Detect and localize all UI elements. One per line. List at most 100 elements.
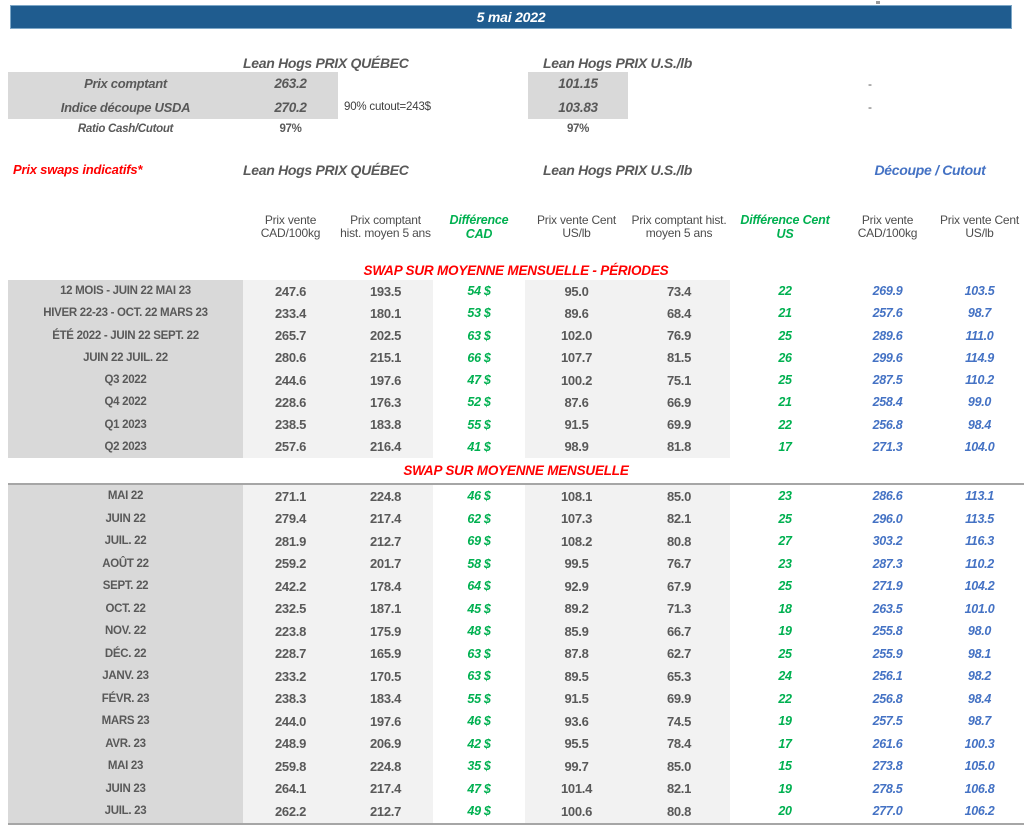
value-cell: 85.9 xyxy=(525,620,628,643)
value-cell: 105.0 xyxy=(935,755,1024,778)
cutout-note: 90% cutout=243$ xyxy=(344,101,431,113)
value-cell: 206.9 xyxy=(338,732,433,755)
value-cell: 98.4 xyxy=(935,413,1024,436)
value-cell: 170.5 xyxy=(338,665,433,688)
value-cell: 23 xyxy=(730,552,840,575)
value-cell: 100.3 xyxy=(935,732,1024,755)
column-header: Prix vente CAD/100kg xyxy=(260,212,321,240)
value-cell: 58 $ xyxy=(433,552,525,575)
value-cell: 98.1 xyxy=(935,642,1024,665)
value-cell: 82.1 xyxy=(628,507,730,530)
value-cell: 256.8 xyxy=(840,413,935,436)
row-label: FÉVR. 23 xyxy=(8,687,243,710)
value-cell: 48 $ xyxy=(433,620,525,643)
row-label: SEPT. 22 xyxy=(8,575,243,598)
value-cell: 106.2 xyxy=(935,800,1024,823)
row-label: JANV. 23 xyxy=(8,665,243,688)
value-cell: 95.0 xyxy=(525,280,628,303)
value-cell: 197.6 xyxy=(338,369,433,392)
value-cell: 19 xyxy=(730,620,840,643)
row-label: JUIL. 23 xyxy=(8,800,243,823)
value-cell: 255.8 xyxy=(840,620,935,643)
value-cell: 47 $ xyxy=(433,777,525,800)
value-cell: 101.4 xyxy=(525,777,628,800)
spot-qc-value: 263.2 xyxy=(274,76,307,91)
value-cell: 180.1 xyxy=(338,302,433,325)
period-swap-table: 12 MOIS - JUIN 22 MAI 23 247.6 193.5 54 $95… xyxy=(8,280,1024,458)
spot-row-label: Ratio Cash/Cutout xyxy=(77,123,174,135)
value-cell: 102.0 xyxy=(525,324,628,347)
value-cell: 257.5 xyxy=(840,710,935,733)
value-cell: 73.4 xyxy=(628,280,730,303)
spot-us-title: Lean Hogs PRIX U.S./lb xyxy=(543,55,692,71)
value-cell: 71.3 xyxy=(628,597,730,620)
value-cell: 104.2 xyxy=(935,575,1024,598)
value-cell: 75.1 xyxy=(628,369,730,392)
value-cell: 223.8 xyxy=(243,620,338,643)
value-cell: 269.9 xyxy=(840,280,935,303)
value-cell: 212.7 xyxy=(338,800,433,823)
value-cell: 165.9 xyxy=(338,642,433,665)
value-cell: 113.1 xyxy=(935,485,1024,508)
spot-quebec-title: Lean Hogs PRIX QUÉBEC xyxy=(243,55,409,71)
value-cell: 263.5 xyxy=(840,597,935,620)
value-cell: 299.6 xyxy=(840,346,935,369)
spot-us-value: 97% xyxy=(566,123,590,135)
value-cell: 110.2 xyxy=(935,552,1024,575)
row-label: JUIN 23 xyxy=(8,777,243,800)
section-header: SWAP SUR MOYENNE MENSUELLE - PÉRIODES xyxy=(363,263,669,278)
value-cell: 264.1 xyxy=(243,777,338,800)
value-cell: 41 $ xyxy=(433,435,525,458)
value-cell: 62.7 xyxy=(628,642,730,665)
value-cell: 98.7 xyxy=(935,710,1024,733)
value-cell: 47 $ xyxy=(433,369,525,392)
spot-row-ratio: Ratio Cash/Cutout 97% 97% xyxy=(0,119,1024,139)
value-cell: 279.4 xyxy=(243,507,338,530)
value-cell: 202.5 xyxy=(338,324,433,347)
value-cell: 197.6 xyxy=(338,710,433,733)
row-label: OCT. 22 xyxy=(8,597,243,620)
value-cell: 217.4 xyxy=(338,507,433,530)
value-cell: 116.3 xyxy=(935,530,1024,553)
column-header-row: Prix vente CAD/100kg Prix comptant hist. … xyxy=(8,193,1024,261)
value-cell: 24 xyxy=(730,665,840,688)
swaps-cutout-title: Découpe / Cutout xyxy=(874,162,986,178)
value-cell: 69 $ xyxy=(433,530,525,553)
column-header: Différence CAD xyxy=(449,213,509,241)
value-cell: 25 xyxy=(730,324,840,347)
value-cell: 233.2 xyxy=(243,665,338,688)
value-cell: 271.9 xyxy=(840,575,935,598)
value-cell: 111.0 xyxy=(935,324,1024,347)
row-label: MARS 23 xyxy=(8,710,243,733)
value-cell: 46 $ xyxy=(433,485,525,508)
artifact-speck xyxy=(876,1,880,4)
value-cell: 238.5 xyxy=(243,413,338,436)
value-cell: 259.8 xyxy=(243,755,338,778)
value-cell: 110.2 xyxy=(935,369,1024,392)
value-cell: 53 $ xyxy=(433,302,525,325)
row-label: NOV. 22 xyxy=(8,620,243,643)
row-label: ÉTÉ 2022 - JUIN 22 SEPT. 22 xyxy=(8,324,243,347)
value-cell: 80.8 xyxy=(628,800,730,823)
value-cell: 98.7 xyxy=(935,302,1024,325)
value-cell: 108.1 xyxy=(525,485,628,508)
value-cell: 183.4 xyxy=(338,687,433,710)
value-cell: 256.1 xyxy=(840,665,935,688)
value-cell: 68.4 xyxy=(628,302,730,325)
value-cell: 193.5 xyxy=(338,280,433,303)
value-cell: 247.6 xyxy=(243,280,338,303)
value-cell: 66.9 xyxy=(628,391,730,414)
row-label: JUIN 22 xyxy=(8,507,243,530)
value-cell: 25 xyxy=(730,575,840,598)
value-cell: 25 xyxy=(730,369,840,392)
value-cell: 66.7 xyxy=(628,620,730,643)
value-cell: 27 xyxy=(730,530,840,553)
value-cell: 224.8 xyxy=(338,755,433,778)
value-cell: 89.5 xyxy=(525,665,628,688)
value-cell: 233.4 xyxy=(243,302,338,325)
value-cell: 19 xyxy=(730,710,840,733)
swaps-us-title: Lean Hogs PRIX U.S./lb xyxy=(543,162,692,178)
value-cell: 296.0 xyxy=(840,507,935,530)
row-label: MAI 22 xyxy=(8,485,243,508)
